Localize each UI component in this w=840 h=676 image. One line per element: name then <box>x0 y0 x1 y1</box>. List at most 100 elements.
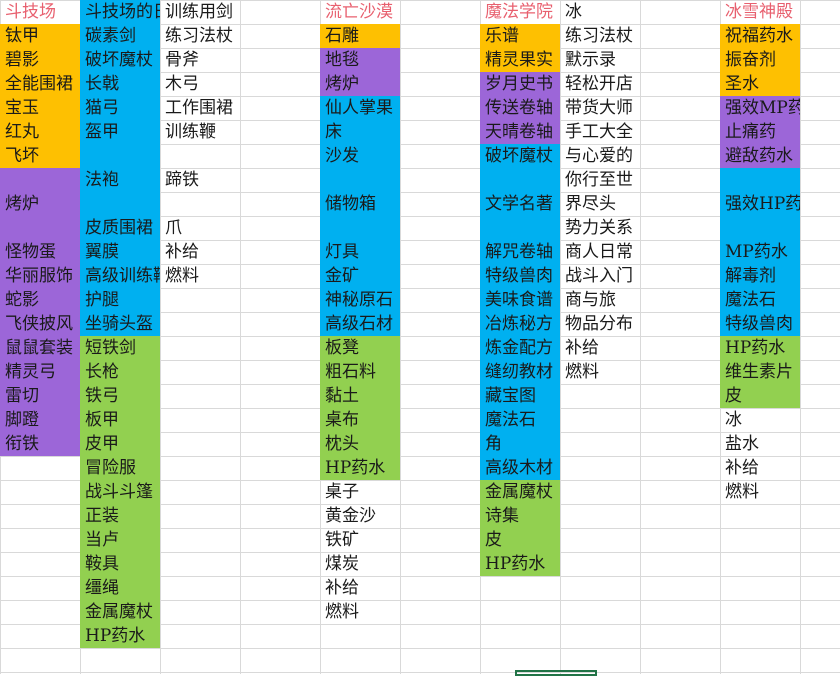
grid-cell[interactable]: MP药水 <box>720 240 800 264</box>
grid-cell[interactable]: 冰 <box>565 2 582 22</box>
grid-cell[interactable]: 补给 <box>565 338 599 358</box>
grid-cell[interactable]: 铁弓 <box>80 384 160 408</box>
grid-cell[interactable]: 冶炼秘方 <box>480 312 560 336</box>
grid-cell[interactable]: 与心爱的你行至世界尽头 <box>565 146 633 214</box>
grid-cell[interactable]: HP药水 <box>80 624 160 648</box>
grid-cell[interactable]: 斗技场的日落 <box>80 0 160 24</box>
grid-cell[interactable]: 补给 <box>165 242 199 262</box>
grid-cell[interactable]: 鼠鼠套装 <box>0 336 80 360</box>
grid-cell[interactable]: 碧影 <box>0 48 80 72</box>
grid-cell[interactable]: 储物箱 <box>320 168 400 240</box>
grid-cell[interactable]: 碳素剑 <box>80 24 160 48</box>
grid-cell[interactable]: 缰绳 <box>80 576 160 600</box>
grid-cell[interactable]: 爪 <box>165 218 182 238</box>
grid-cell[interactable]: 天晴卷轴 <box>480 120 560 144</box>
grid-cell[interactable]: 工作围裙 <box>165 98 233 118</box>
grid-cell[interactable]: 诗集 <box>480 504 560 528</box>
grid-cell[interactable]: 魔法石 <box>480 408 560 432</box>
grid-cell[interactable]: 骨斧 <box>165 50 199 70</box>
grid-cell[interactable]: 战斗斗篷 <box>80 480 160 504</box>
grid-cell[interactable]: 金属魔杖 <box>80 600 160 624</box>
grid-cell[interactable]: 皮甲 <box>80 432 160 456</box>
grid-cell[interactable]: 当卢 <box>80 528 160 552</box>
grid-cell[interactable]: 黄金沙 <box>325 506 376 526</box>
grid-cell[interactable]: 皮 <box>720 384 800 408</box>
grid-cell[interactable]: 默示录 <box>565 50 616 70</box>
grid-cell[interactable]: 石雕 <box>320 24 400 48</box>
grid-cell[interactable]: 炼金配方 <box>480 336 560 360</box>
grid-cell[interactable]: 猫弓 <box>80 96 160 120</box>
grid-cell[interactable]: 盔甲 <box>80 120 160 144</box>
grid-cell[interactable]: 蛇影 <box>0 288 80 312</box>
grid-cell[interactable]: 煤炭 <box>325 554 359 574</box>
grid-cell[interactable]: 燃料 <box>565 362 599 382</box>
grid-cell[interactable]: 木弓 <box>165 74 199 94</box>
grid-cell[interactable]: 特级兽肉 <box>480 264 560 288</box>
grid-cell[interactable]: 藏宝图 <box>480 384 560 408</box>
grid-cell[interactable]: 高级训练鞭 <box>80 264 160 288</box>
grid-cell[interactable]: 地毯 <box>320 48 400 72</box>
grid-cell[interactable]: 手工大全 <box>565 122 633 142</box>
grid-cell[interactable]: 衔铁 <box>0 432 80 456</box>
grid-cell[interactable]: 烤炉 <box>0 168 80 240</box>
grid-cell[interactable]: 强效HP药水 <box>720 168 800 240</box>
grid-cell[interactable]: 宝玉 <box>0 96 80 120</box>
grid-cell[interactable]: 避敌药水 <box>720 144 800 168</box>
grid-cell[interactable]: 仙人掌果 <box>320 96 400 120</box>
grid-cell[interactable]: 圣水 <box>720 72 800 96</box>
column-header-cell[interactable]: 流亡沙漠 <box>325 2 393 22</box>
column-header-cell[interactable]: 冰雪神殿 <box>725 2 793 22</box>
grid-cell[interactable]: 粗石料 <box>320 360 400 384</box>
grid-cell[interactable]: 蹄铁 <box>165 170 199 190</box>
grid-cell[interactable]: HP药水 <box>720 336 800 360</box>
grid-cell[interactable]: 破坏魔杖 <box>480 144 560 168</box>
grid-cell[interactable]: 魔法石 <box>720 288 800 312</box>
grid-cell[interactable]: 带货大师 <box>565 98 633 118</box>
grid-cell[interactable]: 战斗入门 <box>565 266 633 286</box>
grid-cell[interactable]: 传送卷轴 <box>480 96 560 120</box>
grid-cell[interactable]: 红丸 <box>0 120 80 144</box>
grid-cell[interactable]: 桌子 <box>325 482 359 502</box>
grid-cell[interactable]: 华丽服饰 <box>0 264 80 288</box>
grid-cell[interactable]: 岁月史书 <box>480 72 560 96</box>
grid-cell[interactable]: 桌布 <box>320 408 400 432</box>
grid-cell[interactable]: 练习法杖 <box>165 26 233 46</box>
grid-cell[interactable]: 冒险服 <box>80 456 160 480</box>
grid-cell[interactable]: 翼膜 <box>80 240 160 264</box>
grid-cell[interactable]: 商与旅 <box>565 290 616 310</box>
grid-cell[interactable]: 黏土 <box>320 384 400 408</box>
grid-cell[interactable]: 脚蹬 <box>0 408 80 432</box>
grid-cell[interactable]: 皮质围裙 <box>80 216 160 240</box>
grid-cell[interactable]: 止痛药 <box>720 120 800 144</box>
grid-cell[interactable]: 板甲 <box>80 408 160 432</box>
grid-cell[interactable]: 沙发 <box>320 144 400 168</box>
grid-cell[interactable]: 维生素片 <box>720 360 800 384</box>
grid-cell[interactable]: 精灵果实 <box>480 48 560 72</box>
grid-cell[interactable]: 破坏魔杖 <box>80 48 160 72</box>
column-header-cell[interactable]: 斗技场 <box>5 2 56 22</box>
grid-cell[interactable]: 角 <box>480 432 560 456</box>
grid-cell[interactable]: 飞侠披风 <box>0 312 80 336</box>
grid-cell[interactable]: 解咒卷轴 <box>480 240 560 264</box>
grid-cell[interactable]: 美味食谱 <box>480 288 560 312</box>
grid-cell[interactable]: 灯具 <box>320 240 400 264</box>
grid-cell[interactable]: 补给 <box>725 458 759 478</box>
grid-cell[interactable]: 特级兽肉 <box>720 312 800 336</box>
grid-cell[interactable]: 飞坏 <box>0 144 80 168</box>
grid-cell[interactable]: 钛甲 <box>0 24 80 48</box>
grid-cell[interactable]: 全能围裙 <box>0 72 80 96</box>
grid-cell[interactable]: 祝福药水 <box>720 24 800 48</box>
column-header-cell[interactable]: 魔法学院 <box>485 2 553 22</box>
grid-cell[interactable]: 坐骑头盔 <box>80 312 160 336</box>
grid-cell[interactable]: 训练鞭 <box>165 122 216 142</box>
grid-cell[interactable]: 盐水 <box>725 434 759 454</box>
grid-cell[interactable]: 燃料 <box>725 482 759 502</box>
grid-cell[interactable]: 缝纫教材 <box>480 360 560 384</box>
grid-cell[interactable]: 雷切 <box>0 384 80 408</box>
grid-cell[interactable]: 烤炉 <box>320 72 400 96</box>
grid-cell[interactable]: 金矿 <box>320 264 400 288</box>
grid-cell[interactable]: 护腿 <box>80 288 160 312</box>
grid-cell[interactable]: HP药水 <box>320 456 400 480</box>
grid-cell[interactable]: 乐谱 <box>480 24 560 48</box>
